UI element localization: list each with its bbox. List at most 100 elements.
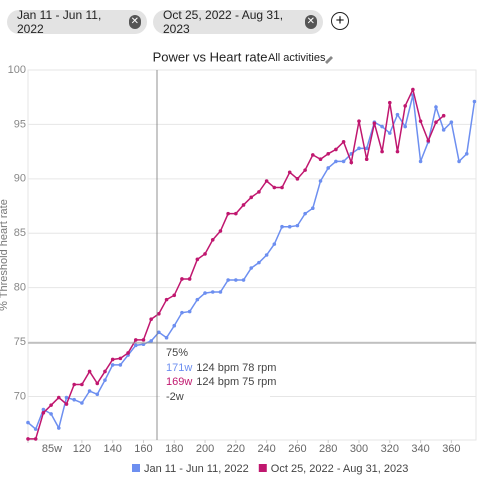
- data-point: [241, 278, 246, 282]
- data-point: [87, 389, 92, 393]
- data-point: [264, 179, 269, 183]
- data-point: [64, 402, 69, 406]
- data-point: [318, 179, 323, 183]
- y-axis-label: % Threshold heart rate: [0, 199, 10, 311]
- data-point: [241, 203, 246, 207]
- data-point: [118, 363, 123, 367]
- data-point: [287, 170, 292, 175]
- data-point: [118, 356, 123, 361]
- data-point: [87, 369, 92, 374]
- data-point: [187, 277, 192, 281]
- y-tick-label: 70: [14, 390, 26, 402]
- data-point: [411, 87, 415, 92]
- x-tick-label: 340: [411, 443, 429, 455]
- data-point: [210, 290, 215, 294]
- data-point: [457, 159, 461, 164]
- data-point: [103, 378, 107, 382]
- data-point: [303, 211, 307, 216]
- data-point: [157, 311, 161, 316]
- data-point: [418, 159, 423, 164]
- data-point: [149, 339, 153, 343]
- data-point: [33, 437, 38, 441]
- data-point: [395, 149, 400, 154]
- data-point: [72, 397, 76, 402]
- x-tick-label: 120: [73, 443, 91, 455]
- data-point: [403, 124, 407, 129]
- data-point: [249, 266, 254, 270]
- data-point: [234, 278, 238, 282]
- x-tick-label: 200: [196, 443, 214, 455]
- data-point: [472, 99, 477, 104]
- data-point: [203, 252, 207, 256]
- data-point: [349, 160, 354, 165]
- remove-icon[interactable]: ✕: [128, 15, 141, 29]
- data-point: [387, 100, 392, 105]
- x-tick-label: 160: [134, 443, 152, 455]
- filter-chip[interactable]: Jan 11 - Jun 11, 2022 ✕: [7, 8, 147, 36]
- chart-subtitle[interactable]: All activities: [268, 52, 326, 64]
- tooltip-power: 171w: [166, 362, 192, 374]
- data-point: [411, 93, 415, 97]
- data-point: [172, 293, 177, 298]
- x-tick-label: 140: [103, 443, 121, 455]
- data-point: [441, 113, 446, 118]
- data-point: [341, 140, 346, 144]
- data-point: [41, 407, 46, 412]
- remove-icon[interactable]: ✕: [304, 15, 317, 29]
- data-point: [26, 437, 30, 441]
- data-point: [326, 166, 331, 170]
- data-point: [372, 121, 377, 126]
- legend-swatch: [132, 464, 140, 472]
- data-point: [249, 195, 254, 200]
- data-point: [349, 151, 354, 156]
- data-point: [326, 151, 331, 156]
- data-point: [126, 351, 130, 355]
- data-point: [95, 392, 100, 397]
- data-point: [56, 426, 61, 430]
- x-tick-label: 260: [288, 443, 306, 455]
- data-point: [264, 253, 269, 257]
- series-line: [28, 87, 445, 440]
- tooltip-detail: 124 bpm 78 rpm: [196, 362, 276, 374]
- data-point: [257, 190, 261, 194]
- data-point: [226, 278, 230, 282]
- data-point: [72, 382, 76, 387]
- filter-chip[interactable]: Oct 25, 2022 - Aug 31, 2023 ✕: [153, 8, 323, 36]
- data-point: [226, 211, 230, 216]
- y-tick-label: 100: [8, 64, 26, 76]
- data-point: [280, 185, 284, 190]
- tooltip-row: 171w 124 bpm 78 rpm: [166, 362, 276, 374]
- y-tick-label: 95: [14, 118, 26, 130]
- add-button[interactable]: +: [331, 12, 349, 30]
- data-point: [441, 128, 446, 132]
- data-point: [157, 330, 161, 335]
- edit-icon[interactable]: [325, 56, 333, 64]
- data-point: [218, 229, 223, 233]
- y-tick-label: 90: [14, 173, 26, 185]
- data-point: [272, 242, 277, 246]
- data-point: [287, 224, 292, 229]
- data-point: [364, 146, 369, 151]
- tooltip: [160, 345, 270, 407]
- data-point: [180, 310, 184, 315]
- legend-swatch: [258, 464, 267, 472]
- data-point: [80, 382, 84, 387]
- y-tick-label: 75: [14, 336, 26, 348]
- data-point: [26, 420, 30, 425]
- data-point: [195, 257, 200, 262]
- data-point: [380, 149, 384, 154]
- data-point: [126, 353, 130, 357]
- data-point: [110, 363, 115, 367]
- data-point: [218, 290, 223, 294]
- legend-label: Jan 11 - Jun 11, 2022: [144, 463, 249, 475]
- y-tick-label: 80: [14, 282, 26, 294]
- data-point: [133, 338, 138, 342]
- x-tick-label: 360: [442, 443, 460, 455]
- data-point: [418, 119, 423, 123]
- data-point: [49, 412, 53, 416]
- data-point: [341, 159, 346, 164]
- plot-area: [27, 69, 477, 441]
- data-point: [280, 224, 284, 229]
- data-point: [364, 157, 369, 162]
